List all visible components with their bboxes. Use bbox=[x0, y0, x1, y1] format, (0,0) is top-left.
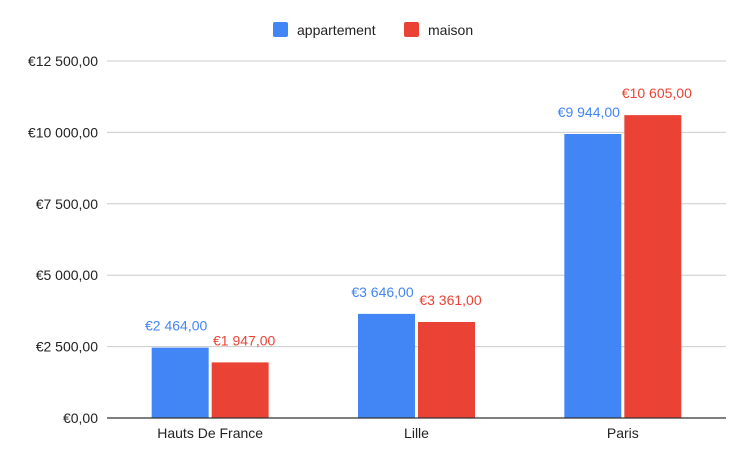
bar-appartement-0 bbox=[151, 347, 209, 418]
axes: €0,00 €2 500,00 €5 000,00 €7 500,00 €10 000,… bbox=[28, 53, 726, 441]
legend-swatch-maison bbox=[404, 22, 419, 37]
data-label-appartement: €2 464,00 bbox=[145, 318, 207, 334]
data-label-appartement: €3 646,00 bbox=[351, 284, 413, 300]
legend-label-maison: maison bbox=[428, 22, 473, 38]
data-labels: €2 464,00 €1 947,00 €3 646,00 €3 361,00 €9 9… bbox=[145, 85, 692, 348]
x-category-label: Lille bbox=[404, 425, 429, 441]
legend: appartement maison bbox=[273, 22, 473, 38]
y-tick-label: €0,00 bbox=[63, 410, 98, 426]
bar-maison-0 bbox=[211, 362, 269, 418]
bar-appartement-2 bbox=[564, 133, 622, 418]
data-label-maison: €1 947,00 bbox=[213, 332, 275, 348]
bar-maison-1 bbox=[418, 322, 475, 418]
data-label-appartement: €9 944,00 bbox=[558, 104, 620, 120]
y-tick-label: €2 500,00 bbox=[36, 339, 98, 355]
data-label-maison: €10 605,00 bbox=[622, 85, 692, 101]
legend-swatch-appartement bbox=[273, 22, 288, 37]
gridlines bbox=[107, 60, 726, 348]
legend-label-appartement: appartement bbox=[297, 22, 376, 38]
y-tick-label: €12 500,00 bbox=[28, 53, 98, 69]
x-category-label: Paris bbox=[607, 425, 639, 441]
bars bbox=[151, 115, 682, 418]
x-category-label: Hauts De France bbox=[157, 425, 263, 441]
bar-maison-2 bbox=[624, 115, 682, 418]
y-tick-label: €10 000,00 bbox=[28, 124, 98, 140]
bar-appartement-1 bbox=[358, 313, 415, 418]
data-label-maison: €3 361,00 bbox=[419, 292, 481, 308]
y-tick-label: €5 000,00 bbox=[36, 267, 98, 283]
y-tick-label: €7 500,00 bbox=[36, 196, 98, 212]
